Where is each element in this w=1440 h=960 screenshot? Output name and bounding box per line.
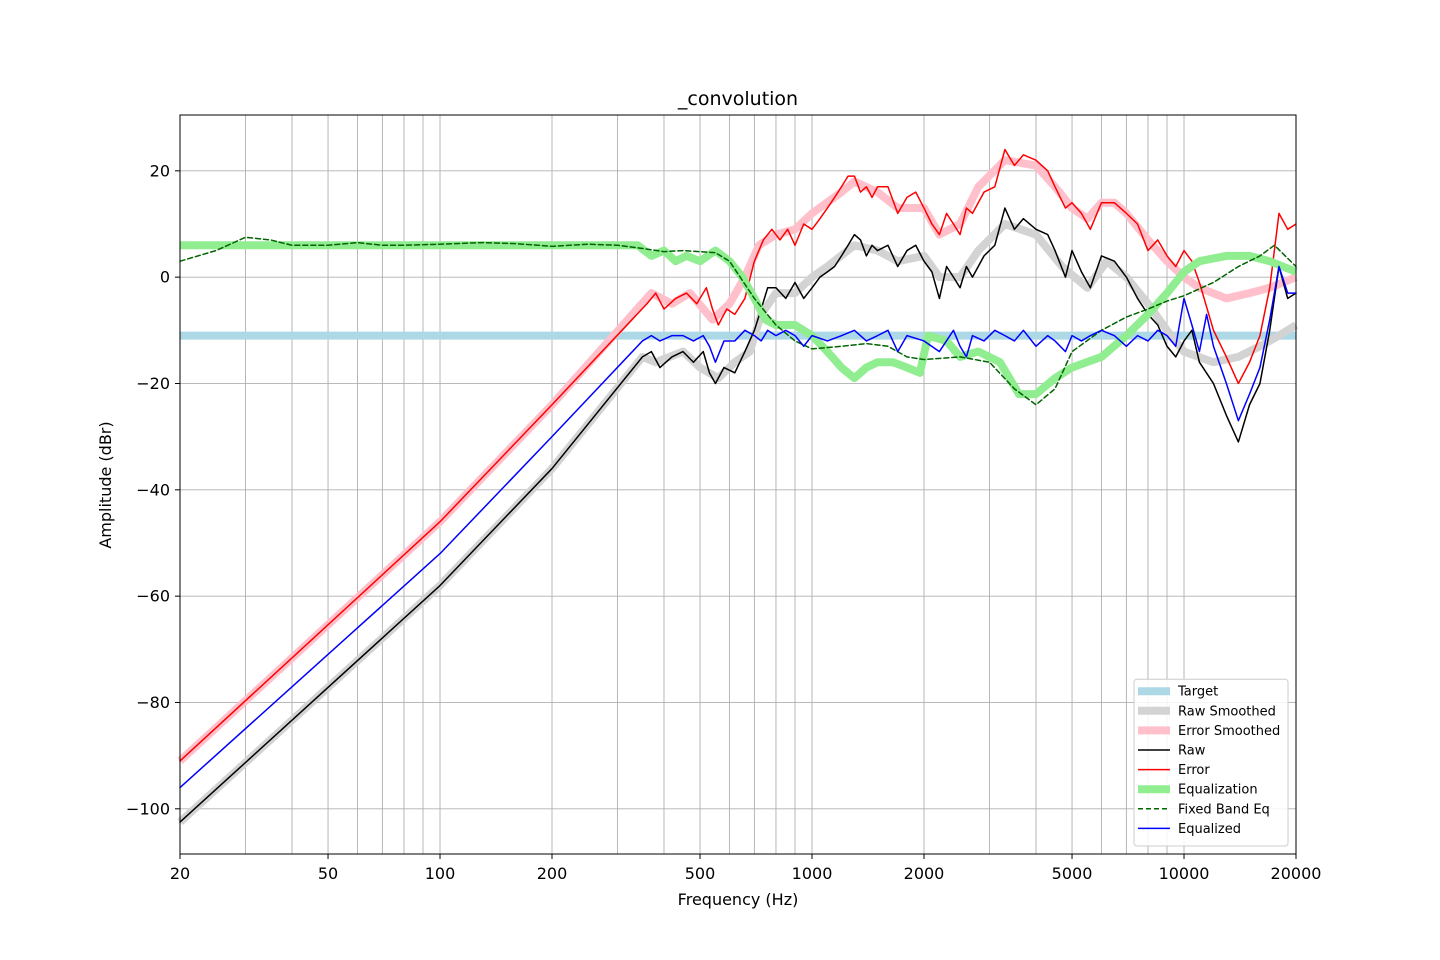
y-tick-label: 0 — [160, 268, 170, 287]
y-ticks: 20 0 −20 −40 −60 −80 −100 — [126, 161, 180, 818]
legend: Target Raw Smoothed Error Smoothed Raw Error… — [1133, 678, 1289, 847]
x-tick-label: 2000 — [904, 864, 945, 883]
x-tick-label: 20000 — [1271, 864, 1322, 883]
plot-frame — [179, 114, 1297, 855]
series-line-error — [179, 148, 1297, 762]
x-tick-label: 10000 — [1159, 864, 1210, 883]
x-tick-label: 500 — [685, 864, 716, 883]
y-tick-label: −60 — [136, 587, 170, 606]
x-axis-label: Frequency (Hz) — [678, 890, 799, 909]
chart-title: _convolution — [677, 88, 798, 110]
y-tick-label: −100 — [126, 799, 170, 818]
y-axis-label: Amplitude (dBr) — [96, 421, 115, 548]
legend-label: Target — [1177, 685, 1218, 700]
legend-label: Fixed Band Eq — [1178, 802, 1270, 817]
legend-label: Error — [1178, 763, 1210, 778]
plot-series — [177, 148, 1299, 826]
legend-label: Raw Smoothed — [1178, 704, 1276, 719]
series-line-equalized — [179, 265, 1297, 789]
y-tick-label: −20 — [136, 374, 170, 393]
legend-label: Raw — [1178, 744, 1206, 759]
x-tick-label: 50 — [318, 864, 338, 883]
x-tick-label: 100 — [425, 864, 456, 883]
x-ticks: 20 50 100 200 500 1000 2000 5000 10000 20000 — [170, 854, 1322, 883]
x-tick-label: 5000 — [1052, 864, 1093, 883]
legend-label: Equalization — [1178, 783, 1258, 798]
series-line-equalization — [180, 241, 1298, 399]
x-tick-label: 1000 — [792, 864, 833, 883]
x-tick-label: 200 — [537, 864, 568, 883]
y-tick-label: −40 — [136, 480, 170, 499]
y-tick-label: −80 — [136, 693, 170, 712]
y-tick-label: 20 — [150, 161, 170, 180]
series-line-raw — [179, 207, 1297, 823]
series-line-raw-smoothed — [177, 219, 1299, 826]
grid — [179, 115, 1297, 854]
legend-label: Error Smoothed — [1178, 724, 1280, 739]
legend-box — [1133, 678, 1289, 847]
x-tick-label: 20 — [170, 864, 190, 883]
legend-label: Equalized — [1178, 822, 1241, 837]
